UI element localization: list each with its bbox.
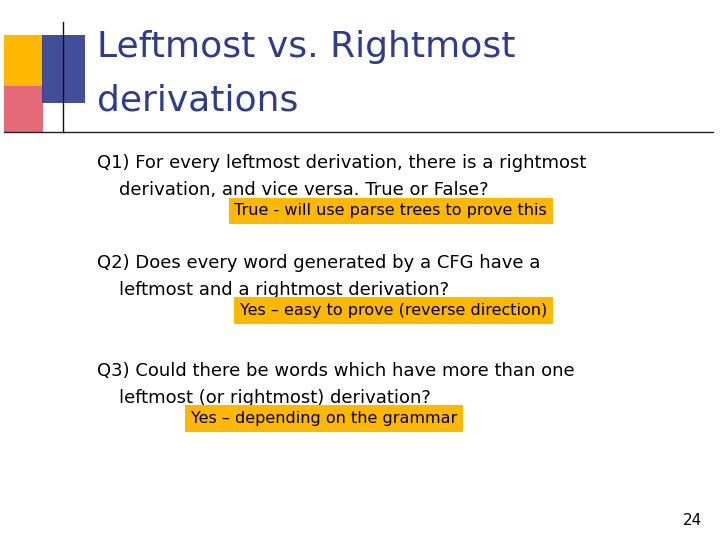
Text: Q3) Could there be words which have more than one: Q3) Could there be words which have more… xyxy=(97,362,575,380)
Text: Leftmost vs. Rightmost: Leftmost vs. Rightmost xyxy=(97,30,516,64)
Text: leftmost (or rightmost) derivation?: leftmost (or rightmost) derivation? xyxy=(119,389,431,407)
Bar xyxy=(4,86,43,132)
Text: derivations: derivations xyxy=(97,84,299,118)
Text: leftmost and a rightmost derivation?: leftmost and a rightmost derivation? xyxy=(119,281,449,299)
Text: Q2) Does every word generated by a CFG have a: Q2) Does every word generated by a CFG h… xyxy=(97,254,541,272)
Text: True - will use parse trees to prove this: True - will use parse trees to prove thi… xyxy=(235,203,547,218)
Text: 24: 24 xyxy=(683,513,702,528)
Text: Yes – easy to prove (reverse direction): Yes – easy to prove (reverse direction) xyxy=(240,303,547,318)
Text: Q1) For every leftmost derivation, there is a rightmost: Q1) For every leftmost derivation, there… xyxy=(97,154,587,172)
Bar xyxy=(42,35,85,103)
Text: derivation, and vice versa. True or False?: derivation, and vice versa. True or Fals… xyxy=(119,181,488,199)
Text: Yes – depending on the grammar: Yes – depending on the grammar xyxy=(191,411,457,426)
Bar xyxy=(4,35,43,86)
